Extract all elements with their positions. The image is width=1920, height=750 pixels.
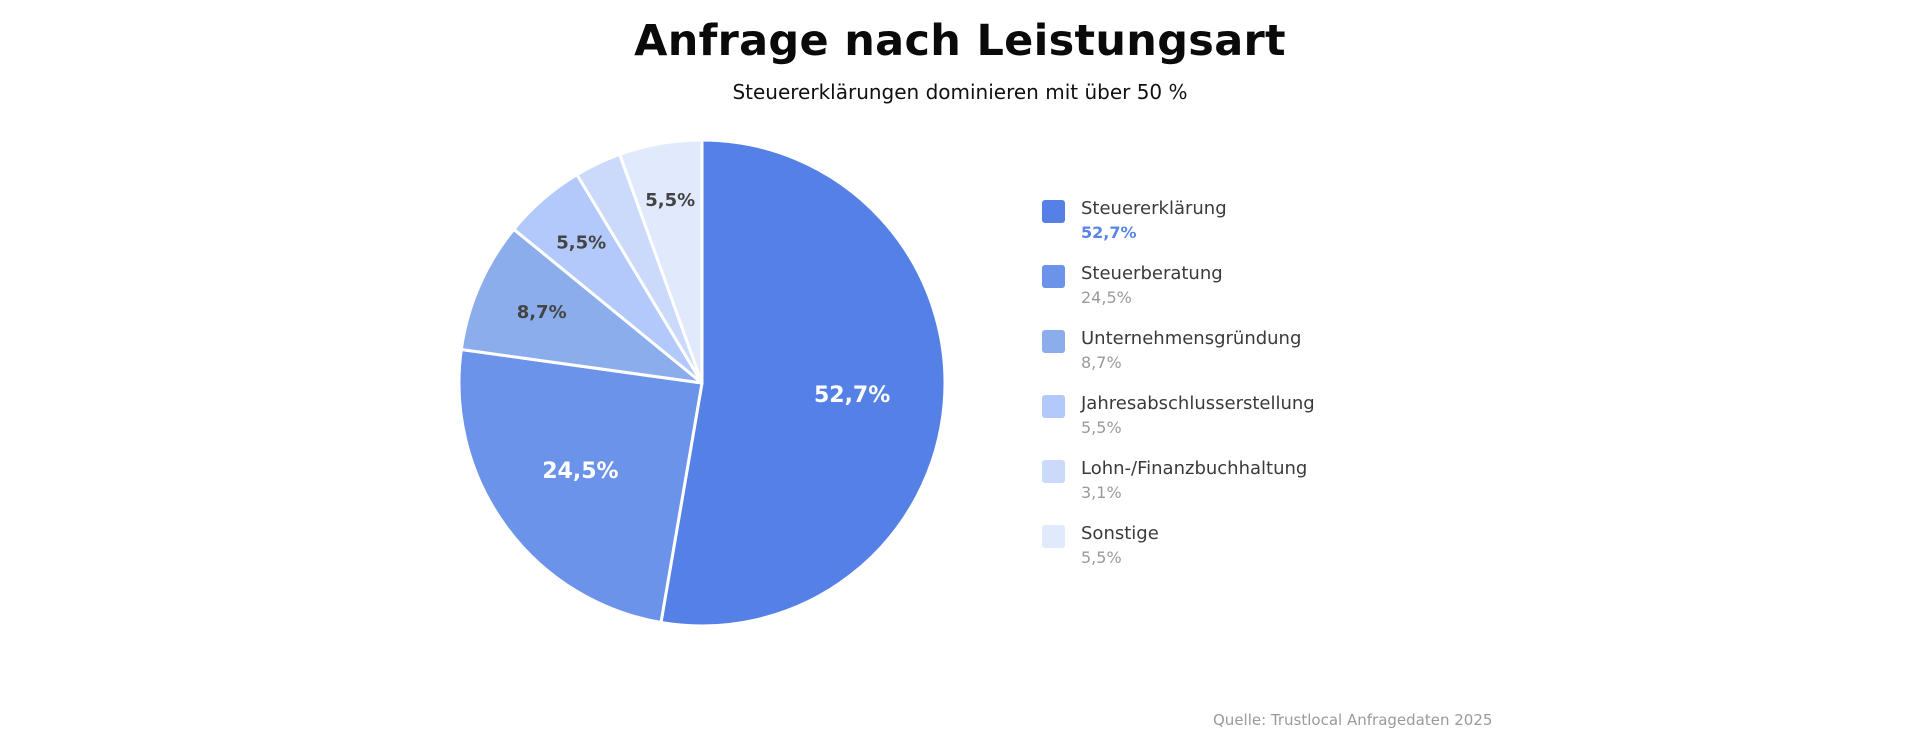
chart-title: Anfrage nach Leistungsart <box>634 16 1286 66</box>
legend-value: 52,7% <box>1081 223 1137 242</box>
legend-item-steuererkl-rung[interactable]: Steuererklärung 52,7% <box>1042 198 1402 263</box>
legend-label: Sonstige <box>1081 523 1159 544</box>
legend-swatch <box>1042 460 1065 483</box>
legend-value: 8,7% <box>1081 353 1122 372</box>
legend-item-jahresabschlusserstellung[interactable]: Jahresabschlusserstellung 5,5% <box>1042 393 1402 458</box>
pie-slice-steuerberatung[interactable] <box>457 348 704 625</box>
legend-swatch <box>1042 330 1065 353</box>
legend-label: Steuerberatung <box>1081 263 1223 284</box>
chart-subtitle: Steuererklärungen dominieren mit über 50… <box>732 80 1188 104</box>
legend-item-lohn-finanzbuchhaltung[interactable]: Lohn-/Finanzbuchhaltung 3,1% <box>1042 458 1402 523</box>
legend-swatch <box>1042 200 1065 223</box>
slice-label-jahresabschlusserstellung: 5,5% <box>556 232 606 253</box>
source-note: Quelle: Trustlocal Anfragedaten 2025 <box>1213 711 1493 729</box>
legend-item-sonstige[interactable]: Sonstige 5,5% <box>1042 523 1402 588</box>
legend-value: 5,5% <box>1081 418 1122 437</box>
legend-value: 24,5% <box>1081 288 1132 307</box>
slice-label-unternehmensgr-ndung: 8,7% <box>517 302 567 323</box>
slice-label-steuererkl-rung: 52,7% <box>814 383 890 408</box>
chart-legend: Steuererklärung 52,7% Steuerberatung 24,5% U… <box>1042 198 1402 588</box>
legend-value: 3,1% <box>1081 483 1122 502</box>
slice-label-steuerberatung: 24,5% <box>542 459 618 484</box>
legend-label: Unternehmensgründung <box>1081 328 1302 349</box>
legend-value: 5,5% <box>1081 548 1122 567</box>
legend-label: Steuererklärung <box>1081 198 1227 219</box>
legend-item-steuerberatung[interactable]: Steuerberatung 24,5% <box>1042 263 1402 328</box>
legend-swatch <box>1042 265 1065 288</box>
legend-item-unternehmensgr-ndung[interactable]: Unternehmensgründung 8,7% <box>1042 328 1402 393</box>
legend-swatch <box>1042 395 1065 418</box>
pie-slice-steuererkl-rung[interactable] <box>659 138 947 628</box>
legend-label: Lohn-/Finanzbuchhaltung <box>1081 458 1308 479</box>
legend-label: Jahresabschlusserstellung <box>1081 393 1315 414</box>
legend-swatch <box>1042 525 1065 548</box>
slice-label-sonstige: 5,5% <box>645 190 695 211</box>
pie-slice-unternehmensgr-ndung[interactable] <box>459 227 704 385</box>
pie-slice-sonstige[interactable] <box>618 138 704 385</box>
